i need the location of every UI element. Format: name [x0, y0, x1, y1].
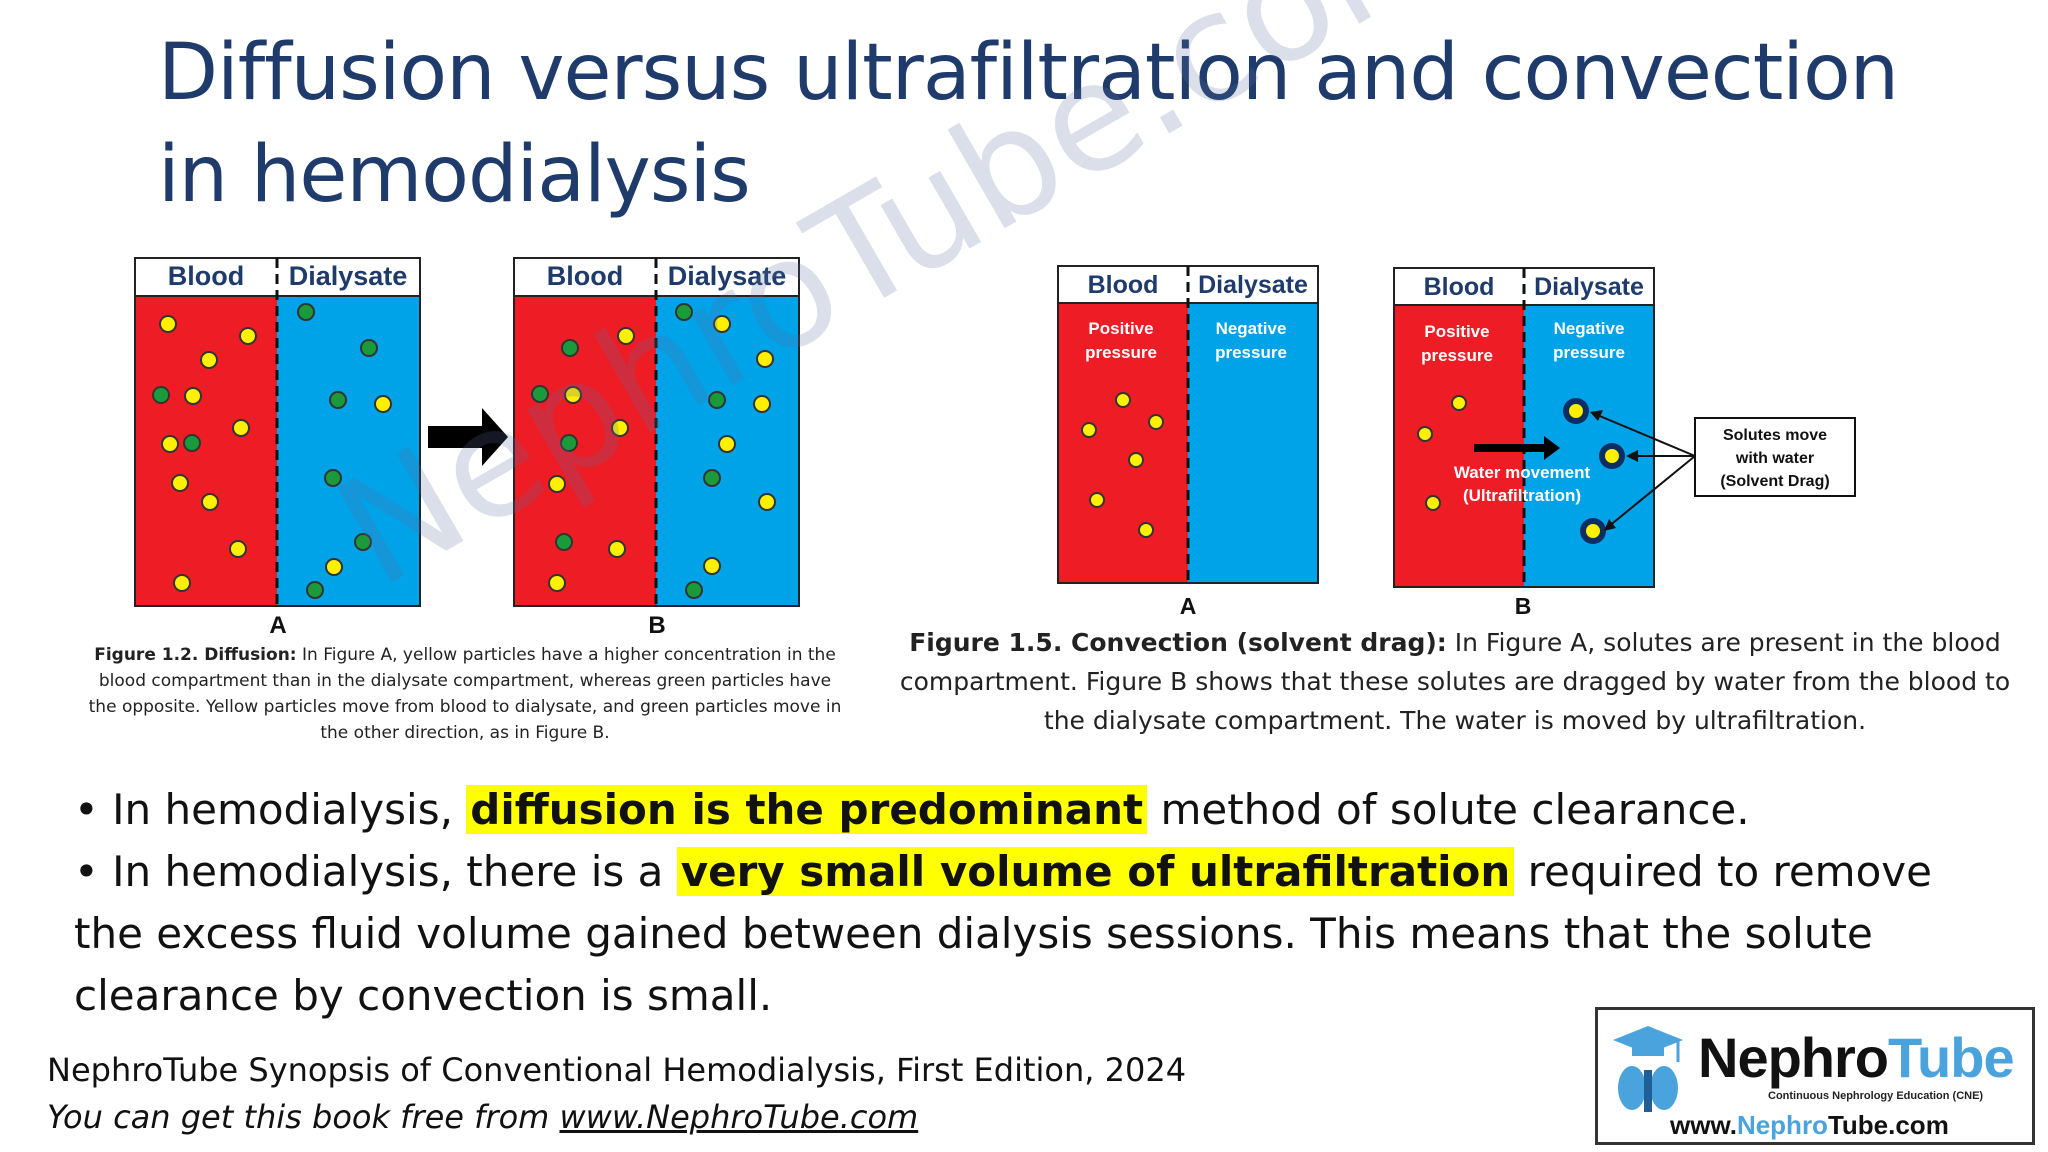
fig15b-dragged-solutes [1563, 398, 1625, 544]
bullet-list: • In hemodialysis, diffusion is the pred… [74, 779, 2014, 1027]
fig12-transition-arrow [428, 408, 508, 466]
logo-name-tube: Tube [1888, 1026, 2015, 1089]
fig12a-blood-compartment [135, 296, 277, 606]
fig15b-callout-text: Solutes move with water (Solvent Drag) [1720, 427, 1829, 490]
fig15-panel-b: Blood Dialysate Positive pressure Negativ… [1393, 267, 1856, 619]
fig15a-solutes [1081, 392, 1164, 538]
bullet-text: required to remove the excess fluid volu… [74, 847, 1932, 1020]
logo-url: www.NephroTube.com [1670, 1110, 1949, 1141]
footer-availability: You can get this book free from www.Neph… [47, 1094, 1186, 1141]
fig15b-water-label: Water movement [1454, 463, 1591, 482]
fig15a-blood-label: Blood [1088, 271, 1159, 299]
fig15a-blood-compartment [1058, 303, 1188, 583]
logo-url-part: .com [1888, 1110, 1949, 1140]
fig15a-dialysate-compartment [1188, 303, 1318, 583]
bullet-item: • In hemodialysis, diffusion is the pred… [74, 779, 2014, 841]
bullet-text: • In hemodialysis, [74, 785, 467, 834]
fig12a-particles [152, 303, 392, 599]
figure-1-5-caption-text: In Figure A, solutes are present in the … [899, 628, 2011, 735]
footer-source: NephroTube Synopsis of Conventional Hemo… [47, 1047, 1186, 1141]
fig12b-dialysate-label: Dialysate [668, 261, 787, 291]
fig15b-negative-pressure: Negative pressure [1553, 319, 1625, 362]
fig15b-callout-arrows [1594, 413, 1696, 528]
fig15b-letter: B [1515, 593, 1532, 619]
fig15a-negative-pressure: Negative pressure [1215, 319, 1287, 362]
fig15b-positive-pressure: Positive pressure [1421, 322, 1493, 365]
fig12-panel-b: Blood Dialysate B [513, 257, 800, 639]
figure-1-2-caption-bold: Figure 1.2. Diffusion: [94, 645, 297, 665]
logo-tagline: Continuous Nephrology Education (CNE) [1768, 1090, 1984, 1102]
logo-url-part: www. [1670, 1110, 1737, 1140]
fig15a-dialysate-label: Dialysate [1198, 271, 1308, 299]
fig12b-letter: B [648, 612, 665, 639]
fig15a-letter: A [1180, 593, 1197, 619]
fig12b-particles [531, 303, 776, 599]
figure-1-2-caption-text: In Figure A, yellow particles have a hig… [88, 645, 842, 743]
fig12b-blood-compartment [514, 296, 656, 606]
fig15b-blood-label: Blood [1424, 273, 1495, 301]
bullet-highlight: diffusion is the predominant [466, 785, 1148, 834]
fig15b-remaining-solutes [1417, 395, 1467, 511]
fig12-panel-a: Blood Dialysate A [134, 257, 421, 639]
footer-availability-text: You can get this book free from [47, 1098, 560, 1136]
bullet-text: method of solute clearance. [1147, 785, 1750, 834]
figure-1-2-caption: Figure 1.2. Diffusion: In Figure A, yell… [85, 642, 845, 746]
fig12a-blood-label: Blood [168, 261, 244, 291]
logo-url-part: Tube [1827, 1110, 1889, 1140]
fig15a-positive-pressure: Positive pressure [1085, 319, 1157, 362]
fig15b-dialysate-label: Dialysate [1534, 273, 1644, 301]
figure-1-5-caption: Figure 1.5. Convection (solvent drag): I… [880, 623, 2030, 740]
footer-link[interactable]: www.NephroTube.com [559, 1098, 919, 1136]
fig15-panel-a: Blood Dialysate Positive pressure Negativ… [1057, 265, 1319, 619]
bullet-item: • In hemodialysis, there is a very small… [74, 841, 2014, 1027]
fig12a-dialysate-compartment [277, 296, 420, 606]
fig15b-callout-box [1694, 417, 1856, 497]
nephrotube-logo: NephroTube Continuous Nephrology Educati… [1595, 1007, 2035, 1145]
fig12b-blood-label: Blood [547, 261, 623, 291]
graduation-kidney-icon [1613, 1026, 1683, 1112]
logo-name-nephro: Nephro [1698, 1026, 1889, 1089]
fig12a-letter: A [269, 612, 286, 639]
fig15b-ultrafiltration-label: (Ultrafiltration) [1463, 486, 1581, 505]
bullet-highlight: very small volume of ultrafiltration [676, 847, 1515, 896]
fig12a-dialysate-label: Dialysate [289, 261, 408, 291]
figure-1-5-caption-bold: Figure 1.5. Convection (solvent drag): [909, 628, 1447, 657]
bullet-text: • In hemodialysis, there is a [74, 847, 677, 896]
footer-book-title: NephroTube Synopsis of Conventional Hemo… [47, 1051, 1187, 1089]
logo-url-part: Nephro [1736, 1110, 1828, 1140]
fig15b-water-arrow [1474, 436, 1560, 460]
logo-wordmark: NephroTube [1698, 1026, 2015, 1089]
slide-title: Diffusion versus ultrafiltration and con… [158, 28, 1899, 220]
fig15b-callout-arrowheads [1590, 410, 1638, 531]
